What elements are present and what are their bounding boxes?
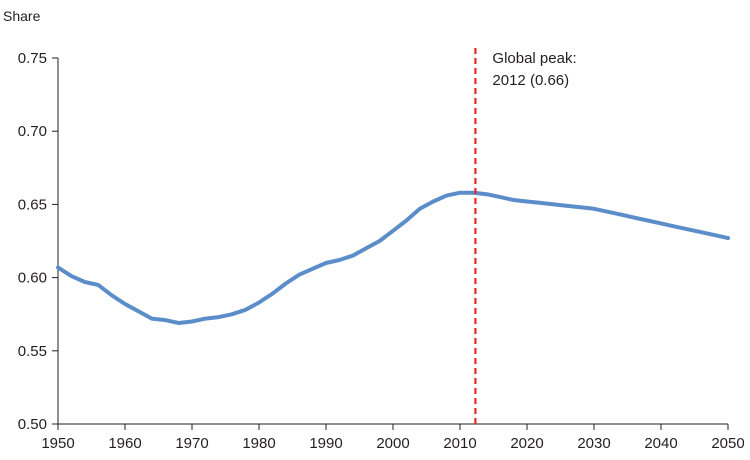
peak-annotation-text: 2012 (0.66) [492, 72, 569, 89]
x-axis: 1950 1960 1970 1980 1990 2000 2010 2020 2030 2040… [41, 423, 745, 452]
y-tick-label: 0.75 [18, 50, 47, 67]
y-tick-label: 0.65 [18, 196, 47, 213]
x-tick-label: 2000 [376, 435, 409, 452]
y-axis-label: Share [3, 8, 41, 24]
x-tick-label: 1960 [108, 435, 141, 452]
x-tick-label: 1970 [175, 435, 208, 452]
y-tick-label: 0.50 [18, 416, 47, 433]
series-line [56, 190, 730, 325]
x-tick-label: 1980 [242, 435, 275, 452]
x-tick-label: 2050 [711, 435, 744, 452]
y-tick-label: 0.55 [18, 343, 47, 360]
annotation-layer: Global peak: 2012 (0.66) [474, 48, 577, 424]
peak-annotation-text: Global peak: [492, 50, 576, 67]
y-tick-label: 0.70 [18, 123, 47, 140]
x-tick-label: 1990 [309, 435, 342, 452]
x-tick-label: 2020 [510, 435, 543, 452]
x-tick-label: 2010 [443, 435, 476, 452]
series-layer [56, 190, 730, 325]
y-tick-label: 0.60 [18, 270, 47, 287]
x-tick-label: 1950 [41, 435, 74, 452]
x-tick-label: 2040 [644, 435, 677, 452]
x-tick-label: 2030 [577, 435, 610, 452]
y-axis: 0.50 0.55 0.60 0.65 0.70 0.75 [18, 50, 59, 433]
